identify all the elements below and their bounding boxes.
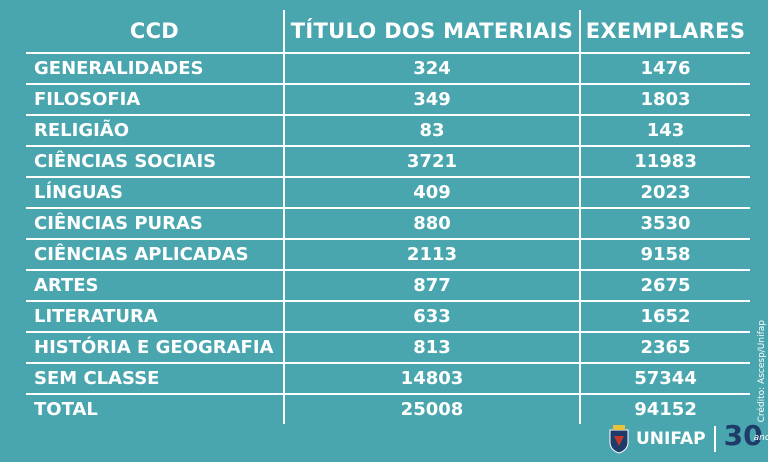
cell-ccd: TOTAL <box>26 394 285 424</box>
cell-titulos: 25008 <box>283 394 582 424</box>
cell-ccd: CIÊNCIAS PURAS <box>26 208 285 240</box>
table-row: LÍNGUAS 409 2023 <box>26 177 750 209</box>
anniversary-word: anos <box>753 433 768 443</box>
cell-titulos: 349 <box>283 84 582 116</box>
cell-ccd: GENERALIDADES <box>26 53 285 85</box>
cell-titulos: 633 <box>283 301 582 333</box>
header-ccd: CCD <box>26 10 285 54</box>
cell-exemplares: 2675 <box>580 270 750 302</box>
cell-exemplares: 11983 <box>580 146 750 178</box>
anniversary-logo: 30 anos <box>724 419 768 455</box>
logo-divider <box>713 426 716 452</box>
cell-ccd: CIÊNCIAS SOCIAIS <box>26 146 285 178</box>
footer-logos: UNIFAP 30 anos <box>608 419 768 456</box>
cell-titulos: 83 <box>283 115 582 147</box>
cell-titulos: 324 <box>283 53 582 85</box>
cell-ccd: ARTES <box>26 270 285 302</box>
header-exemplares: EXEMPLARES <box>580 10 750 54</box>
table-row: GENERALIDADES 324 1476 <box>26 53 750 85</box>
cell-titulos: 409 <box>283 177 582 209</box>
cell-exemplares: 57344 <box>580 363 750 395</box>
table-header-row: CCD TÍTULO DOS MATERIAIS EXEMPLARES <box>26 10 750 54</box>
cell-exemplares: 143 <box>580 115 750 147</box>
cell-titulos: 2113 <box>283 239 582 271</box>
cell-exemplares: 1652 <box>580 301 750 333</box>
anniversary-number: 30 <box>723 419 763 452</box>
table-row: CIÊNCIAS PURAS 880 3530 <box>26 208 750 240</box>
header-titulo: TÍTULO DOS MATERIAIS <box>283 10 582 54</box>
table-row: ARTES 877 2675 <box>26 270 750 302</box>
cell-ccd: RELIGIÃO <box>26 115 285 147</box>
cell-ccd: FILOSOFIA <box>26 84 285 116</box>
cell-exemplares: 94152 <box>634 399 697 420</box>
cell-ccd: CIÊNCIAS APLICADAS <box>26 239 285 271</box>
cell-exemplares: 1476 <box>580 53 750 85</box>
library-collection-table: CCD TÍTULO DOS MATERIAIS EXEMPLARES GENE… <box>26 10 750 424</box>
cell-exemplares: 2365 <box>580 332 750 364</box>
cell-titulos: 14803 <box>283 363 582 395</box>
cell-exemplares: 1803 <box>580 84 750 116</box>
table-row: HISTÓRIA E GEOGRAFIA 813 2365 <box>26 332 750 364</box>
cell-exemplares: 2023 <box>580 177 750 209</box>
cell-titulos: 877 <box>283 270 582 302</box>
cell-titulos: 880 <box>283 208 582 240</box>
table-row: RELIGIÃO 83 143 <box>26 115 750 147</box>
table-row-total: TOTAL 25008 94152 <box>26 394 750 424</box>
cell-titulos: 3721 <box>283 146 582 178</box>
cell-ccd: SEM CLASSE <box>26 363 285 395</box>
table-row: CIÊNCIAS SOCIAIS 3721 11983 <box>26 146 750 178</box>
cell-ccd: LÍNGUAS <box>26 177 285 209</box>
photo-credit: Crédito: Ascesp/Unifap <box>757 320 767 423</box>
cell-exemplares: 9158 <box>580 239 750 271</box>
table-row: FILOSOFIA 349 1803 <box>26 84 750 116</box>
table-row: SEM CLASSE 14803 57344 <box>26 363 750 395</box>
unifap-logo-text: UNIFAP <box>636 429 706 449</box>
cell-ccd: LITERATURA <box>26 301 285 333</box>
crest-icon <box>608 424 630 454</box>
table-row: CIÊNCIAS APLICADAS 2113 9158 <box>26 239 750 271</box>
table-row: LITERATURA 633 1652 <box>26 301 750 333</box>
cell-exemplares: 3530 <box>580 208 750 240</box>
cell-titulos: 813 <box>283 332 582 364</box>
cell-ccd: HISTÓRIA E GEOGRAFIA <box>26 332 285 364</box>
